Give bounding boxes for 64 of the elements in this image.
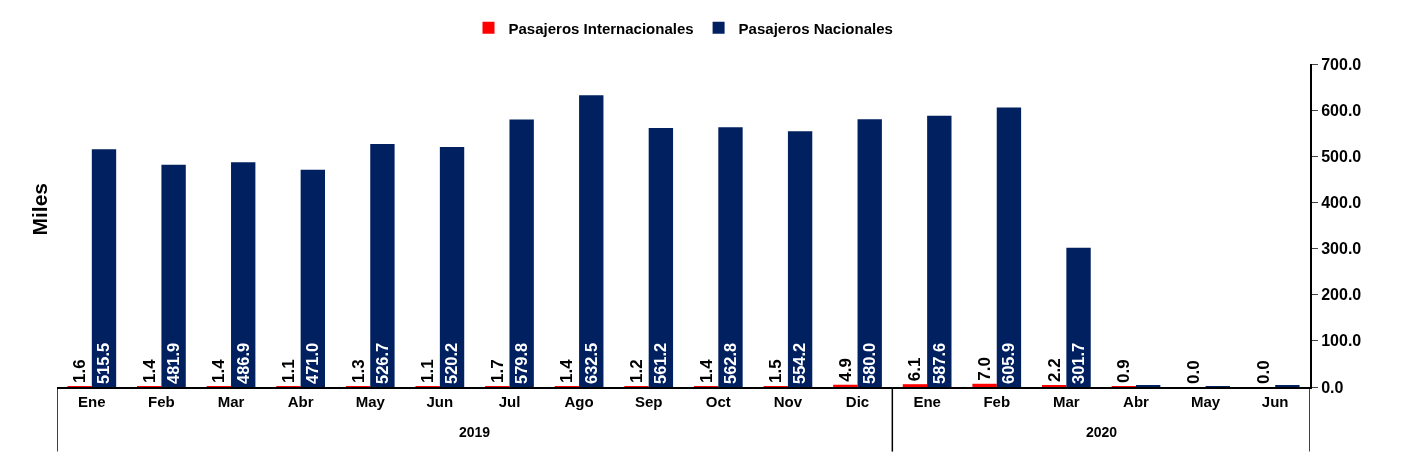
data-label: 0.0	[1183, 360, 1203, 384]
data-label: 1.5	[766, 359, 786, 383]
x-tick-label: Abr	[1123, 393, 1150, 410]
data-label: 0.0	[1253, 360, 1273, 384]
data-label: 481.9	[163, 342, 182, 384]
x-tick-label: Dic	[845, 393, 870, 410]
legend-label: Pasajeros Nacionales	[738, 19, 893, 37]
y-tick-label: 200.0	[1321, 286, 1362, 304]
data-label: 1.7	[487, 359, 507, 383]
x-tick-label: Mar	[1053, 393, 1080, 410]
data-label: 526.7	[372, 342, 391, 384]
y-tick-label: 100.0	[1321, 332, 1362, 350]
x-tick-label: Sep	[634, 393, 663, 410]
x-tick-label: Ago	[564, 393, 594, 410]
x-tick-label: Abr	[287, 393, 314, 410]
x-tick-label: Feb	[983, 393, 1011, 410]
data-label: 1.4	[209, 358, 229, 383]
data-label: 7.0	[975, 357, 995, 381]
x-tick-label: May	[1190, 393, 1221, 410]
x-tick-label: May	[355, 393, 386, 410]
data-label: 301.7	[1068, 342, 1087, 384]
x-tick-label: Jul	[498, 393, 521, 410]
data-label: 587.6	[929, 342, 948, 384]
data-label: 1.4	[139, 358, 159, 383]
x-tick-label: Ene	[78, 393, 106, 410]
data-label: 0.9	[1114, 359, 1134, 383]
x-tick-label: Jun	[1261, 393, 1289, 410]
data-label: 632.5	[581, 342, 600, 384]
y-tick-label: 700.0	[1321, 55, 1362, 73]
x-tick-label: Feb	[148, 393, 175, 410]
data-label: 579.8	[511, 342, 530, 384]
data-label: 605.9	[999, 342, 1018, 384]
x-tick-label: Nov	[773, 393, 803, 410]
y-tick-label: 300.0	[1321, 240, 1362, 258]
data-label: 580.0	[860, 342, 879, 384]
data-label: 2.2	[1044, 358, 1064, 382]
y-tick-label: 400.0	[1321, 194, 1362, 212]
text: 2019	[459, 424, 491, 440]
data-label: 1.6	[70, 359, 90, 383]
data-label: 1.2	[627, 359, 647, 383]
data-label: 1.1	[418, 359, 438, 383]
x-tick-label: Oct	[705, 393, 731, 410]
data-label: 1.4	[696, 358, 716, 383]
x-tick-label: Mar	[217, 393, 245, 410]
x-tick-label: Ene	[913, 393, 941, 410]
data-label: 561.2	[651, 342, 670, 384]
data-label: 1.1	[278, 359, 298, 383]
y-tick-label: 500.0	[1321, 147, 1362, 165]
data-label: 486.9	[233, 342, 252, 384]
data-label: 562.8	[720, 342, 739, 384]
data-label: 520.2	[442, 342, 461, 384]
y-tick-label: 0.0	[1321, 378, 1344, 396]
data-label: 515.5	[94, 342, 113, 384]
x-tick-label: Jun	[426, 393, 454, 410]
data-label: 4.9	[835, 358, 855, 382]
data-label: 554.2	[790, 342, 809, 384]
data-label: 471.0	[303, 342, 322, 384]
data-label: 6.1	[905, 357, 925, 382]
y-axis-title: Miles	[27, 182, 51, 236]
data-label: 1.4	[557, 358, 577, 383]
legend-label: Pasajeros Internacionales	[508, 19, 694, 37]
y-tick-label: 600.0	[1321, 101, 1362, 119]
text: 2020	[1086, 424, 1118, 440]
data-label: 1.3	[348, 359, 368, 383]
